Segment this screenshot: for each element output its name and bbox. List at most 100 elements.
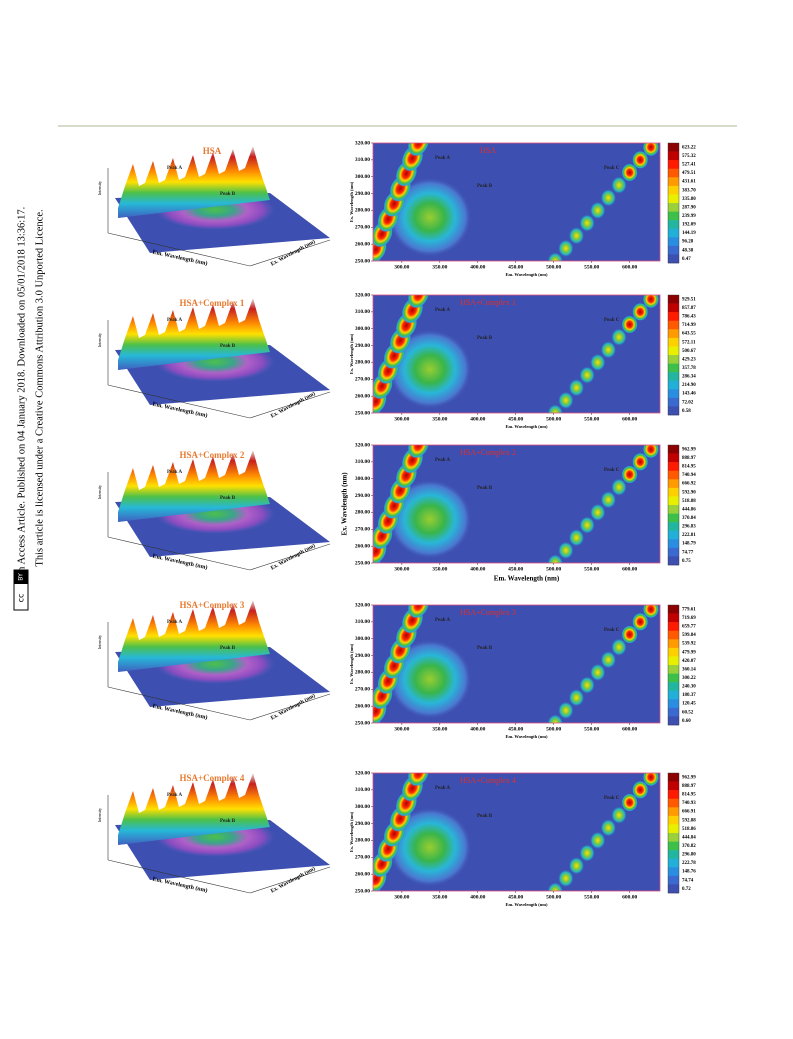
y-tick-label: 280.00 <box>355 208 370 214</box>
colorbar-label: 592.90 <box>682 490 696 495</box>
x-tick-label: 500.00 <box>546 416 561 422</box>
colorbar-swatch <box>668 237 679 247</box>
colorbar-label: 740.93 <box>682 801 696 806</box>
colorbar-label: 929.51 <box>682 297 696 302</box>
peak-c-region <box>579 366 596 385</box>
surface-axis <box>107 536 251 571</box>
cc-badge-dark <box>14 570 28 584</box>
colorbar-label: 222.78 <box>682 861 696 866</box>
colorbar-swatch <box>668 833 679 842</box>
colorbar-swatch <box>668 168 679 178</box>
surface-axis-label: Em. Wavelength (nm) <box>152 876 208 895</box>
x-tick-label: 550.00 <box>584 894 599 900</box>
peak-b-region <box>387 639 472 720</box>
colorbar-swatch <box>668 160 679 170</box>
peak-c-region <box>589 831 606 850</box>
colorbar-label: 192.09 <box>682 223 696 228</box>
surface-ridge <box>118 146 270 218</box>
by-text: BY <box>18 573 25 581</box>
colorbar-swatch <box>668 245 679 255</box>
y-tick-label: 310.00 <box>355 619 370 625</box>
colorbar-swatch <box>668 513 679 523</box>
colorbar-label: 623.22 <box>682 145 696 150</box>
colorbar-label: 814.95 <box>682 793 696 798</box>
colorbar-label: 857.87 <box>682 306 696 311</box>
peak-c-region <box>568 226 585 245</box>
peak-c-region <box>600 818 617 837</box>
colorbar-swatch <box>668 682 679 692</box>
colorbar-label: 144.19 <box>682 231 696 236</box>
contour-peak-label: Peak B <box>477 486 493 491</box>
surface-axis <box>107 859 251 894</box>
colorbar-swatch <box>668 355 679 364</box>
colorbar-swatch <box>668 254 679 264</box>
colorbar-label: 370.82 <box>682 844 696 849</box>
colorbar-label: 518.88 <box>682 499 696 504</box>
x-tick-label: 300.00 <box>394 726 409 732</box>
peak-c-region <box>621 465 638 484</box>
peak-a-region <box>407 143 430 157</box>
x-axis-label: Em. Wavelength (nm) <box>505 902 548 907</box>
surface-peak-label: Peak A <box>167 166 183 171</box>
peak-b-region <box>387 177 472 258</box>
y-tick-label: 260.00 <box>355 703 370 709</box>
colorbar-frame <box>667 604 680 726</box>
peak-c-region <box>611 638 627 657</box>
peak-c-region <box>632 780 649 799</box>
surface-peak-label: Peak A <box>167 793 183 798</box>
y-tick-label: 270.00 <box>355 377 370 383</box>
colorbar-label: 719.69 <box>682 616 696 621</box>
colorbar-swatch <box>668 773 679 782</box>
colorbar-label: 888.97 <box>682 784 696 789</box>
peak-b-region <box>387 479 472 560</box>
colorbar-label: 779.61 <box>682 607 696 612</box>
surface-ridge <box>118 298 270 370</box>
peak-a-region <box>407 445 430 459</box>
colorbar-label: 335.80 <box>682 197 696 202</box>
colorbar-swatch <box>668 656 679 666</box>
peak-c-region <box>611 806 627 825</box>
peak-c-region <box>589 353 606 372</box>
colorbar-label: 180.37 <box>682 693 696 698</box>
x-axis-label: Em. Wavelength (nm) <box>505 734 548 739</box>
peak-c-region <box>568 528 585 547</box>
y-tick-label: 260.00 <box>355 393 370 399</box>
colorbar-label: 74.77 <box>682 550 694 555</box>
colorbar-label: 148.76 <box>682 870 696 875</box>
colorbar-swatch <box>668 622 679 632</box>
colorbar-swatch <box>668 824 679 834</box>
peak-c-region <box>600 490 617 509</box>
colorbar-label: 239.99 <box>682 214 696 219</box>
colorbar-swatch <box>668 673 679 683</box>
colorbar-label: 72.02 <box>682 400 694 405</box>
contour-plot: HSA+Complex 2 Peak A Peak B Peak C 320.00 310… <box>341 442 697 582</box>
peak-c-region <box>621 793 638 812</box>
contour-plot: HSA+Complex 1 Peak A Peak B Peak C 320.00 310… <box>349 292 696 429</box>
surface-axis <box>249 693 331 721</box>
colorbar-swatch <box>668 228 679 238</box>
colorbar-label: 357.78 <box>682 366 696 371</box>
cc-text: cc <box>17 594 26 603</box>
peak-c-region <box>611 328 627 347</box>
y-tick-label: 250.00 <box>355 258 370 264</box>
contour-peak-label: Peak C <box>604 166 620 171</box>
contour-plot: HSA Peak A Peak B Peak C 320.00 310.00 300.00 2… <box>349 140 696 277</box>
colorbar-swatch <box>668 699 679 709</box>
colorbar-label: 888.97 <box>682 456 696 461</box>
colorbar-label: 479.51 <box>682 171 696 176</box>
colorbar-swatch <box>668 453 679 463</box>
y-tick-label: 280.00 <box>355 510 370 516</box>
colorbar-swatch <box>668 470 679 480</box>
y-tick-label: 270.00 <box>355 855 370 861</box>
surface-ridge <box>118 600 270 672</box>
surface-peak-label: Peak B <box>220 344 236 349</box>
y-tick-label: 320.00 <box>355 292 370 298</box>
contour-fill <box>373 143 659 261</box>
x-tick-label: 350.00 <box>432 894 447 900</box>
surface-axis <box>107 384 251 419</box>
peak-c-region <box>642 295 659 309</box>
colorbar-label: 431.61 <box>682 180 696 185</box>
colorbar-swatch <box>668 530 679 540</box>
peak-c-region <box>547 554 564 563</box>
